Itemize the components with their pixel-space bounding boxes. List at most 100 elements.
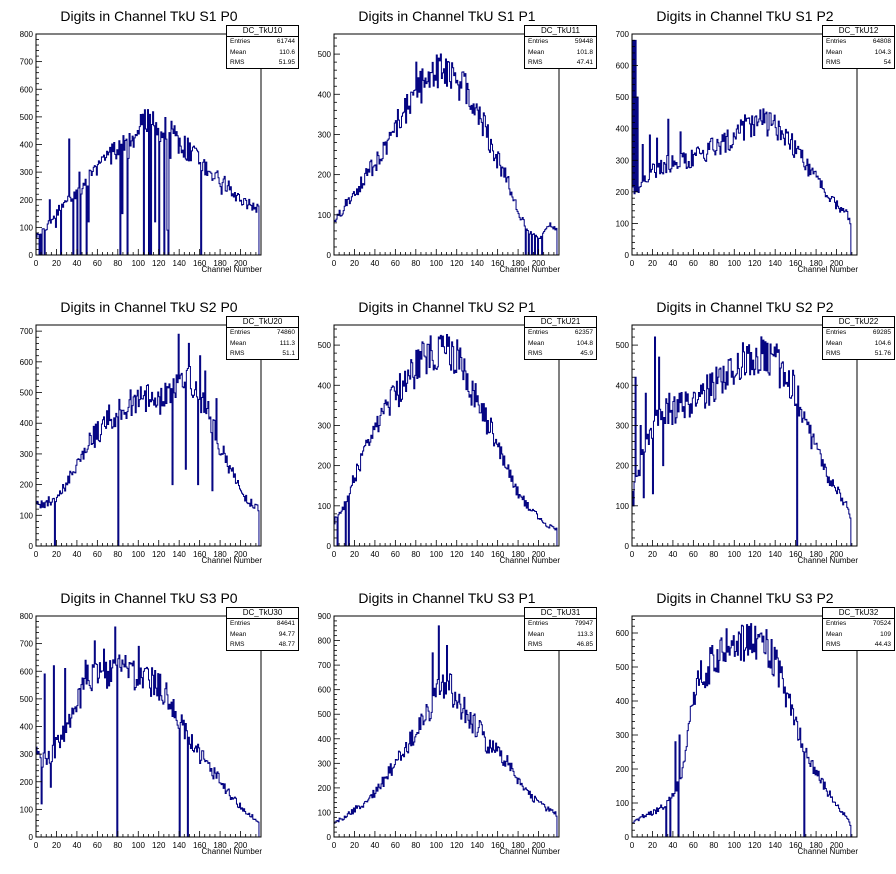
x-tick-label: 0 [332, 841, 337, 850]
y-tick-label: 500 [616, 663, 630, 672]
x-tick-label: 120 [748, 259, 762, 268]
stats-label: Entries [826, 329, 847, 336]
stats-value: 47.41 [576, 59, 593, 66]
stats-box: DC_TkU30 Entries 84641 Mean 94.77 RMS 48.77 [226, 607, 299, 651]
y-tick-label: 100 [616, 502, 630, 511]
stats-label: Entries [826, 38, 847, 45]
y-tick-label: 500 [616, 341, 630, 350]
stats-box-name: DC_TkU32 [823, 608, 894, 619]
y-tick-label: 100 [616, 219, 630, 228]
x-tick-label: 100 [728, 550, 742, 559]
x-tick-label: 140 [471, 550, 485, 559]
histogram-panel-dc_tku32: 0 20 40 60 80 100 120 140 160 180 200 0 100 200 300 400… [596, 582, 895, 873]
histogram-panel-dc_tku10: 0 20 40 60 80 100 120 140 160 180 200 0 100 200 300 400… [0, 0, 299, 291]
stats-value: 74860 [276, 329, 295, 336]
stats-label: RMS [826, 59, 841, 66]
stats-value: 101.8 [576, 48, 593, 56]
y-tick-label: 600 [616, 62, 630, 71]
y-tick-label: 500 [20, 113, 34, 122]
x-tick-label: 160 [491, 550, 505, 559]
stats-label: Mean [230, 48, 247, 56]
x-tick-label: 180 [213, 259, 227, 268]
chart-title: Digits in Channel TkU S1 P1 [358, 8, 536, 24]
histogram-line [35, 109, 260, 256]
y-tick-label: 0 [625, 833, 630, 842]
chart-title: Digits in Channel TkU S1 P2 [656, 8, 834, 24]
y-tick-label: 300 [318, 421, 332, 430]
y-tick-label: 400 [318, 90, 332, 99]
histogram-line [333, 333, 558, 547]
y-tick-label: 500 [20, 695, 34, 704]
x-tick-label: 120 [450, 550, 464, 559]
stats-box-name: DC_TkU31 [525, 608, 596, 619]
x-tick-label: 100 [132, 259, 146, 268]
stats-row-mean: Mean 111.3 [227, 339, 298, 350]
stats-value: 70524 [872, 620, 891, 627]
x-axis-label: Channel Number [797, 556, 858, 565]
y-tick-label: 800 [20, 30, 34, 39]
y-tick-label: 900 [318, 612, 332, 621]
stats-value: 51.1 [282, 350, 295, 357]
stats-label: Entries [528, 620, 549, 627]
x-tick-label: 40 [370, 550, 379, 559]
x-tick-label: 40 [72, 550, 81, 559]
stats-box-name: DC_TkU20 [227, 317, 298, 328]
stats-label: RMS [826, 350, 841, 357]
y-tick-label: 400 [318, 735, 332, 744]
stats-value: 113.3 [577, 630, 593, 638]
y-tick-label: 400 [616, 125, 630, 134]
stats-box: DC_TkU31 Entries 79947 Mean 113.3 RMS 46.85 [524, 607, 597, 651]
y-tick-label: 800 [318, 637, 332, 646]
stats-label: Entries [826, 620, 847, 627]
y-tick-label: 300 [20, 168, 34, 177]
x-tick-label: 200 [830, 550, 844, 559]
x-tick-label: 200 [234, 550, 248, 559]
stats-value: 44.43 [874, 641, 891, 648]
y-tick-label: 100 [318, 502, 332, 511]
stats-value: 104.6 [874, 339, 891, 347]
x-tick-label: 180 [809, 259, 823, 268]
x-tick-label: 120 [450, 841, 464, 850]
stats-box: DC_TkU12 Entries 64808 Mean 104.3 RMS 54 [822, 25, 895, 69]
x-tick-label: 180 [213, 841, 227, 850]
stats-value: 104.8 [576, 339, 593, 347]
histogram-svg: 0 20 40 60 80 100 120 140 160 180 200 0 100 200 300 400… [318, 33, 560, 268]
histogram-svg: 0 20 40 60 80 100 120 140 160 180 200 0 100 200 300 400… [20, 30, 262, 268]
x-tick-label: 60 [391, 841, 400, 850]
chart-title: Digits in Channel TkU S3 P0 [60, 590, 238, 606]
stats-label: Entries [528, 38, 549, 45]
x-axis-label: Channel Number [201, 847, 262, 856]
stats-row-rms: RMS 51.95 [227, 58, 298, 69]
stats-label: RMS [826, 641, 841, 648]
y-tick-label: 600 [20, 358, 34, 367]
histogram-panel-dc_tku22: 0 20 40 60 80 100 120 140 160 180 200 0 100 200 300 400… [596, 291, 895, 582]
stats-value: 51.76 [874, 350, 891, 357]
x-tick-label: 0 [34, 841, 39, 850]
y-tick-label: 0 [625, 251, 630, 260]
chart-title: Digits in Channel TkU S1 P0 [60, 8, 238, 24]
y-tick-label: 0 [29, 542, 34, 551]
x-tick-label: 60 [391, 259, 400, 268]
histogram-svg: 0 20 40 60 80 100 120 140 160 180 200 0 100 200 300 400… [318, 324, 560, 559]
stats-row-mean: Mean 113.3 [525, 630, 596, 641]
x-tick-label: 100 [430, 841, 444, 850]
x-tick-label: 60 [391, 550, 400, 559]
x-tick-label: 100 [132, 841, 146, 850]
x-tick-label: 60 [93, 550, 102, 559]
x-tick-label: 160 [193, 841, 207, 850]
stats-row-rms: RMS 44.43 [823, 640, 894, 651]
y-tick-label: 0 [29, 251, 34, 260]
x-axis-label: Channel Number [797, 265, 858, 274]
x-tick-label: 180 [511, 841, 525, 850]
stats-box: DC_TkU32 Entries 70524 Mean 109 RMS 44.43 [822, 607, 895, 651]
stats-value: 48.77 [278, 641, 295, 648]
x-tick-label: 40 [72, 841, 81, 850]
stats-box-name: DC_TkU12 [823, 26, 894, 37]
x-tick-label: 20 [648, 841, 657, 850]
y-tick-label: 300 [616, 731, 630, 740]
y-tick-label: 100 [318, 211, 332, 220]
x-tick-label: 120 [152, 259, 166, 268]
x-tick-label: 180 [511, 259, 525, 268]
x-tick-label: 160 [193, 259, 207, 268]
stats-label: Mean [826, 339, 843, 347]
